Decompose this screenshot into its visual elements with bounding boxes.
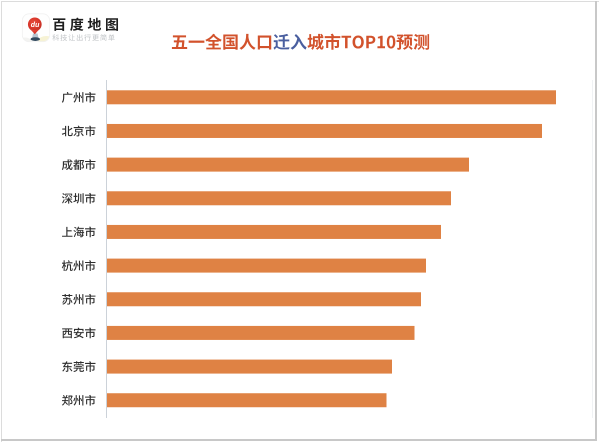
svg-text:du: du [31, 22, 40, 29]
